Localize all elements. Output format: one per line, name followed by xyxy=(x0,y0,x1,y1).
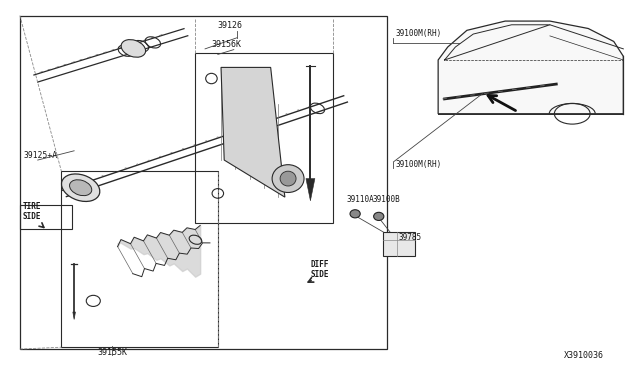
Bar xyxy=(61,171,218,347)
Text: 39110A: 39110A xyxy=(347,195,374,204)
Text: 39100M(RH): 39100M(RH) xyxy=(396,29,442,38)
Text: 39785: 39785 xyxy=(399,233,422,242)
Text: 39100B: 39100B xyxy=(372,195,400,204)
Polygon shape xyxy=(438,21,623,114)
Ellipse shape xyxy=(280,171,296,186)
Ellipse shape xyxy=(70,180,92,196)
Bar xyxy=(195,52,333,223)
Ellipse shape xyxy=(61,174,100,202)
Text: 39155K: 39155K xyxy=(97,348,127,357)
Polygon shape xyxy=(383,232,415,256)
Ellipse shape xyxy=(272,165,304,192)
Text: 39125+A: 39125+A xyxy=(24,151,58,160)
Ellipse shape xyxy=(350,210,360,218)
Polygon shape xyxy=(306,179,315,201)
Bar xyxy=(20,205,72,229)
Text: TIRE
SIDE: TIRE SIDE xyxy=(23,202,42,221)
Ellipse shape xyxy=(374,212,384,221)
Text: DIFF
SIDE: DIFF SIDE xyxy=(310,260,329,279)
Bar xyxy=(20,16,387,349)
Text: 39100M(RH): 39100M(RH) xyxy=(396,160,442,169)
Polygon shape xyxy=(73,312,76,320)
Polygon shape xyxy=(221,67,285,197)
Text: X3910036: X3910036 xyxy=(564,351,604,360)
Text: 39156K: 39156K xyxy=(211,40,241,49)
Text: 39126: 39126 xyxy=(218,21,243,31)
Ellipse shape xyxy=(121,39,145,57)
